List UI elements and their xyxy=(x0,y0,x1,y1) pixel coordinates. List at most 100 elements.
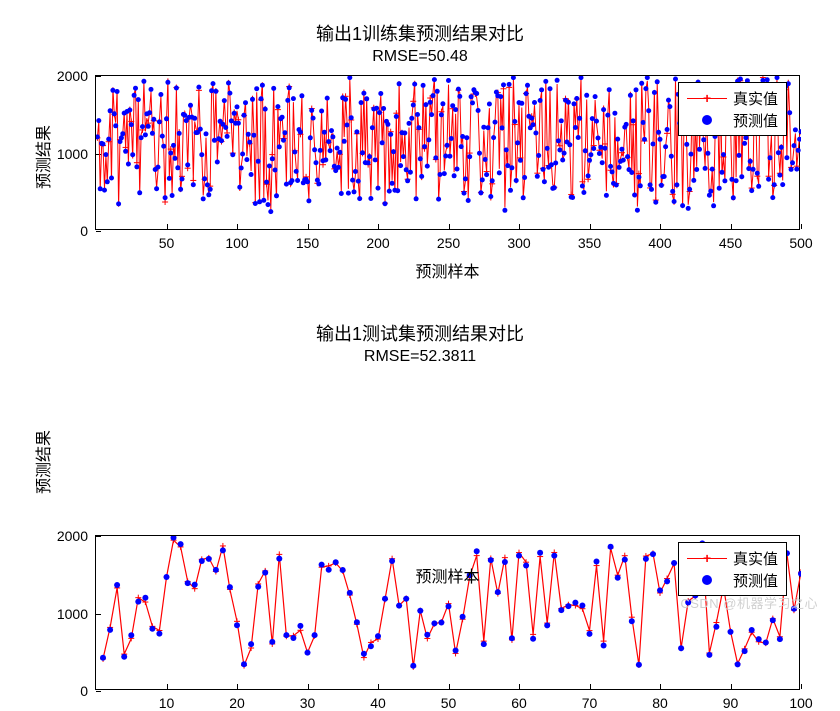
pred-marker xyxy=(686,206,691,211)
xlabel-test: 预测样本 xyxy=(95,563,800,587)
pred-marker xyxy=(438,172,443,177)
pred-marker xyxy=(659,183,664,188)
pred-marker xyxy=(455,167,460,172)
pred-marker xyxy=(105,179,110,184)
pred-marker xyxy=(259,96,264,101)
pred-marker xyxy=(156,165,161,170)
xtick-label: 50 xyxy=(441,695,457,711)
pred-marker xyxy=(305,179,310,184)
pred-marker xyxy=(748,159,753,164)
pred-marker xyxy=(201,196,206,201)
chart-subtitle-train: RMSE=50.48 xyxy=(0,48,840,66)
pred-marker xyxy=(275,104,280,109)
pred-marker xyxy=(566,100,571,105)
pred-marker xyxy=(587,631,593,637)
pred-marker xyxy=(775,76,780,80)
pred-marker xyxy=(542,179,547,184)
pred-marker xyxy=(330,134,335,139)
pred-marker xyxy=(734,178,739,183)
pred-marker xyxy=(102,188,107,193)
pred-marker xyxy=(772,182,777,187)
pred-marker xyxy=(570,195,575,200)
pred-marker xyxy=(449,136,454,141)
pred-marker xyxy=(619,147,624,152)
pred-marker xyxy=(431,620,437,626)
ytick-label: 1000 xyxy=(38,146,88,162)
pred-marker xyxy=(594,119,599,124)
pred-marker xyxy=(573,125,578,130)
pred-marker xyxy=(329,128,334,133)
pred-marker xyxy=(433,155,438,160)
pred-marker xyxy=(404,167,409,172)
pred-marker xyxy=(466,198,471,203)
pred-marker xyxy=(360,150,365,155)
pred-marker xyxy=(705,151,710,156)
pred-marker xyxy=(353,169,358,174)
legend-swatch xyxy=(687,112,727,128)
pred-marker xyxy=(147,110,152,115)
pred-marker xyxy=(108,108,113,113)
pred-marker xyxy=(601,107,606,112)
pred-marker xyxy=(512,119,517,124)
pred-marker xyxy=(403,596,409,602)
pred-marker xyxy=(784,155,789,160)
pred-marker xyxy=(641,120,646,125)
pred-marker xyxy=(621,158,626,163)
pred-marker xyxy=(423,102,428,107)
pred-marker xyxy=(576,135,581,140)
pred-marker xyxy=(663,144,668,149)
pred-marker xyxy=(251,133,256,138)
pred-marker xyxy=(110,88,115,93)
pred-marker xyxy=(643,556,649,562)
pred-marker xyxy=(770,617,776,623)
pred-marker xyxy=(113,123,118,128)
pred-marker xyxy=(167,176,172,181)
pred-marker xyxy=(497,170,502,175)
legend: +真实值预测值 xyxy=(678,82,787,136)
xtick-label: 500 xyxy=(789,235,812,251)
pred-marker xyxy=(601,643,607,649)
pred-marker xyxy=(154,186,159,191)
pred-marker xyxy=(604,193,609,198)
pred-marker xyxy=(326,139,331,144)
pred-marker xyxy=(598,145,603,150)
legend-row: 预测值 xyxy=(687,109,778,131)
pred-marker xyxy=(335,146,340,151)
pred-marker xyxy=(678,645,684,651)
pred-marker xyxy=(141,79,146,84)
pred-marker xyxy=(151,117,156,122)
pred-marker xyxy=(336,165,341,170)
pred-marker xyxy=(368,196,373,201)
pred-marker xyxy=(297,623,303,629)
pred-marker xyxy=(121,654,127,660)
pred-marker xyxy=(643,86,648,91)
pred-marker xyxy=(308,135,313,140)
xtick-label: 70 xyxy=(582,695,598,711)
pred-marker xyxy=(587,158,592,163)
pred-marker xyxy=(235,104,240,109)
pred-marker xyxy=(385,122,390,127)
pred-marker xyxy=(268,209,273,214)
pred-marker xyxy=(445,143,450,148)
pred-marker xyxy=(283,632,289,638)
pred-marker xyxy=(519,101,524,106)
pred-marker xyxy=(522,175,527,180)
pred-marker xyxy=(446,78,451,83)
pred-marker xyxy=(240,152,245,157)
pred-marker xyxy=(133,86,138,91)
pred-marker xyxy=(424,632,430,638)
pred-marker xyxy=(409,116,414,121)
pred-marker xyxy=(229,118,234,123)
pred-marker xyxy=(158,92,163,97)
pred-marker xyxy=(243,100,248,105)
pred-marker xyxy=(486,125,491,130)
pred-marker xyxy=(370,125,375,130)
pred-marker xyxy=(266,202,271,207)
pred-marker xyxy=(615,137,620,142)
pred-marker xyxy=(435,89,440,94)
pred-marker xyxy=(383,201,388,206)
pred-marker xyxy=(396,603,402,609)
pred-marker xyxy=(487,102,492,107)
pred-marker xyxy=(544,622,550,628)
pred-marker xyxy=(708,189,713,194)
